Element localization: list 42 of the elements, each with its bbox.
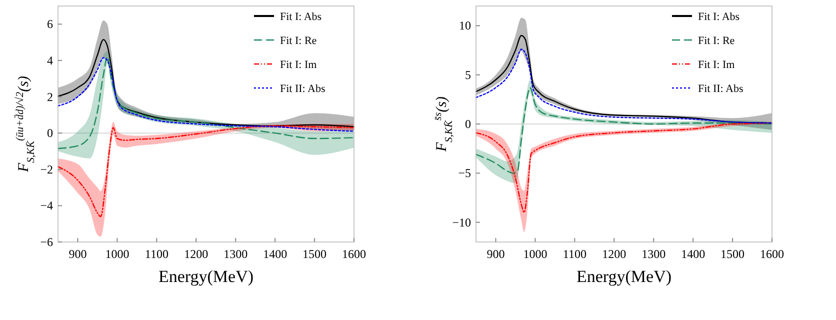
legend-label: Fit II: Abs [280,83,326,95]
legend-label: Fit I: Im [698,59,736,71]
x-tick-label: 900 [486,247,505,261]
y-tick-label: −4 [40,198,53,213]
x-tick-label: 1200 [602,247,626,261]
x-axis-title: Energy(MeV) [576,267,672,286]
y-tick-label: 6 [47,17,53,32]
line-series [475,48,773,124]
legend-label: Fit I: Abs [698,11,740,23]
y-tick-label: 0 [465,117,471,131]
x-tick-label: 900 [68,247,87,261]
x-tick-label: 1000 [105,247,130,261]
x-tick-label: 1200 [184,247,208,261]
x-tick-label: 1100 [144,247,168,261]
y-tick-label: −6 [40,235,53,249]
y-tick-label: −2 [40,162,53,176]
line-series [57,125,355,218]
legend-label: Fit I: Re [280,35,317,47]
x-tick-label: 1300 [224,247,248,261]
y-tick-label: 5 [465,68,471,82]
x-tick-label: 1300 [642,247,666,261]
y-tick-label: −10 [452,215,471,230]
legend-label: Fit I: Im [280,59,318,71]
x-tick-label: 1600 [760,247,784,261]
x-tick-label: 1500 [302,247,327,261]
legend-label: Fit I: Re [698,35,735,47]
y-tick-label: −5 [458,166,471,180]
y-tick-label: 2 [47,90,53,104]
line-series [57,57,355,132]
y-tick-label: 10 [459,18,471,33]
x-tick-label: 1500 [720,247,745,261]
x-tick-label: 1100 [562,247,586,261]
line-series [57,38,355,128]
x-tick-label: 1400 [681,247,706,261]
x-axis-title: Energy(MeV) [158,267,254,286]
legend-label: Fit II: Abs [698,83,744,95]
y-tick-label: 0 [47,126,53,140]
legend-label: Fit I: Abs [280,11,322,23]
x-tick-label: 1600 [342,247,366,261]
x-tick-label: 1000 [523,247,548,261]
y-tick-label: 4 [47,53,53,68]
x-tick-label: 1400 [263,247,288,261]
